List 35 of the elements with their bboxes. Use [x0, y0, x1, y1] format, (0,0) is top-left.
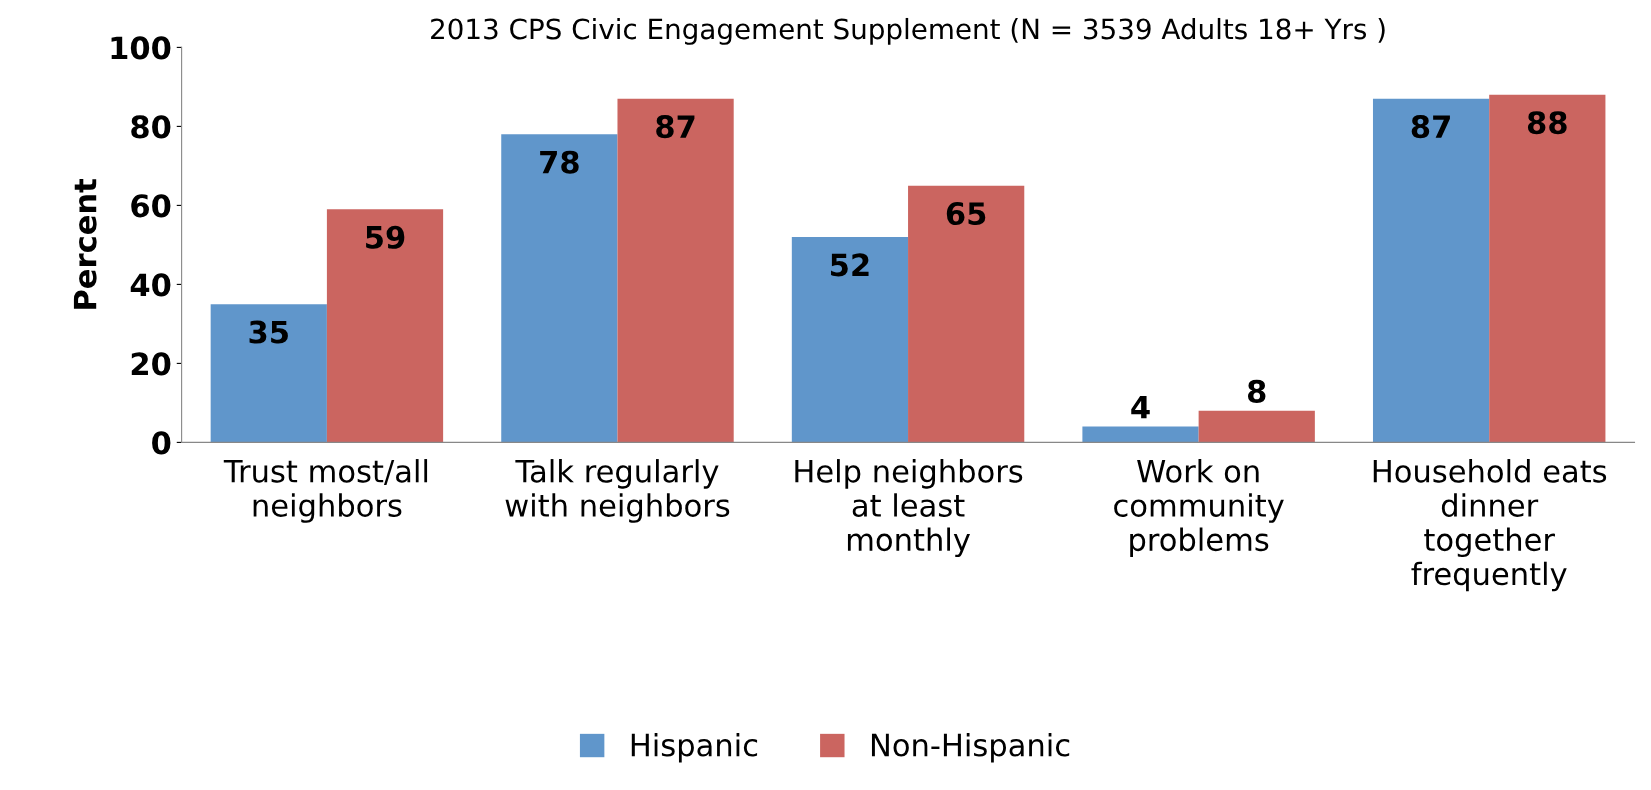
x-tick-label: Trust most/all neighbors	[223, 459, 428, 523]
y-tick-label: 20	[131, 352, 171, 376]
y-tick-label: 60	[131, 194, 171, 218]
data-label: 4	[1131, 395, 1150, 419]
bar	[1372, 98, 1490, 443]
x-tick-label: Talk regularly with neighbors	[505, 459, 730, 523]
x-tick-label: Household eats dinner together frequently	[1373, 459, 1607, 592]
data-label: 52	[831, 253, 869, 277]
data-label: 88	[1527, 111, 1567, 135]
bar	[501, 134, 618, 443]
bar	[617, 98, 734, 443]
x-tick-label: Work on community problems	[1114, 459, 1284, 558]
data-label: 8	[1247, 379, 1266, 403]
bar	[210, 304, 327, 443]
legend-label: Hispanic	[631, 732, 758, 763]
y-tick-label: 80	[131, 115, 171, 139]
data-label: 87	[656, 115, 695, 139]
y-tick-label: 40	[130, 273, 171, 297]
data-label: 59	[366, 225, 405, 249]
y-axis-title: Percent	[73, 178, 97, 309]
data-label: 87	[1411, 115, 1450, 139]
bar	[908, 185, 1025, 443]
bar	[1489, 94, 1606, 443]
y-tick-label: 0	[152, 431, 171, 455]
bar	[1198, 410, 1315, 443]
bar	[791, 237, 909, 443]
y-tick-label: 100	[111, 36, 171, 60]
data-label: 35	[249, 320, 288, 344]
bar	[326, 209, 444, 443]
bar	[1082, 426, 1199, 443]
chart-title: 2013 CPS Civic Engagement Supplement (N = 3539 Adults 18+ Yrs )	[431, 17, 1385, 45]
data-label: 65	[946, 202, 986, 226]
data-label: 78	[540, 150, 579, 174]
legend-label: Non-Hispanic	[871, 732, 1070, 763]
x-tick-label: Help neighbors at least monthly	[795, 459, 1023, 558]
